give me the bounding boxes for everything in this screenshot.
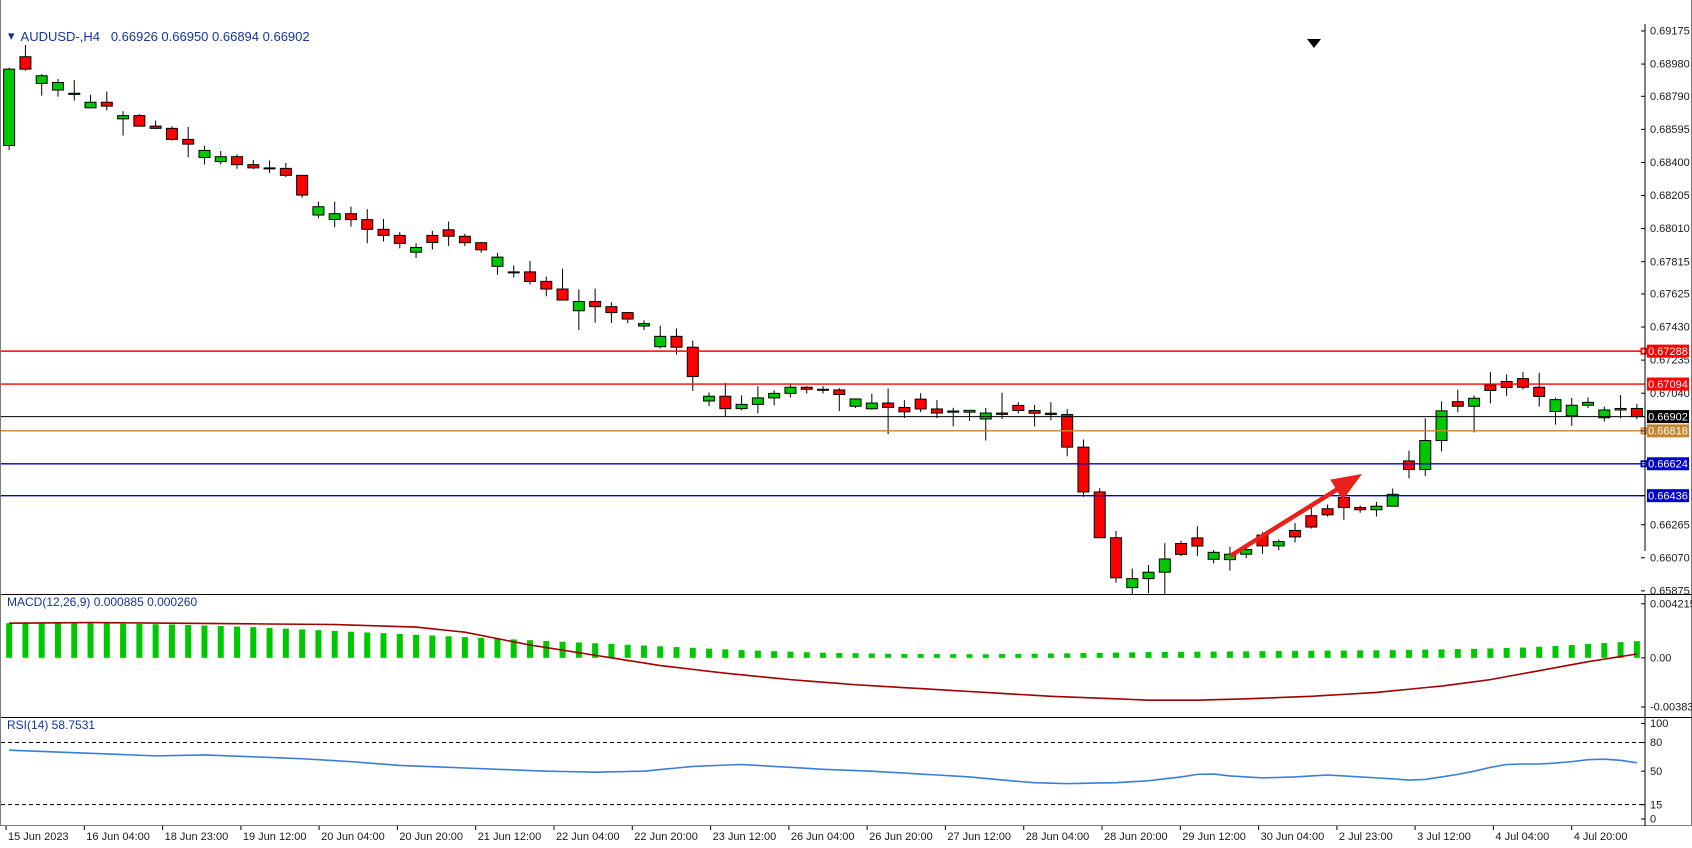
svg-text:21 Jun 12:00: 21 Jun 12:00 — [478, 831, 542, 843]
svg-text:100: 100 — [1650, 718, 1668, 730]
svg-text:19 Jun 12:00: 19 Jun 12:00 — [243, 831, 307, 843]
svg-text:22 Jun 20:00: 22 Jun 20:00 — [634, 831, 698, 843]
svg-text:27 Jun 12:00: 27 Jun 12:00 — [947, 831, 1011, 843]
svg-text:50: 50 — [1650, 766, 1662, 778]
svg-text:18 Jun 23:00: 18 Jun 23:00 — [165, 831, 229, 843]
svg-text:30 Jun 04:00: 30 Jun 04:00 — [1261, 831, 1325, 843]
svg-text:20 Jun 04:00: 20 Jun 04:00 — [321, 831, 385, 843]
svg-text:29 Jun 12:00: 29 Jun 12:00 — [1182, 831, 1246, 843]
svg-text:MACD(12,26,9) 0.000885 0.00026: MACD(12,26,9) 0.000885 0.000260 — [7, 595, 197, 609]
svg-text:4 Jul 04:00: 4 Jul 04:00 — [1495, 831, 1549, 843]
svg-text:0.00: 0.00 — [1650, 652, 1671, 664]
svg-text:2 Jul 23:00: 2 Jul 23:00 — [1339, 831, 1393, 843]
svg-text:28 Jun 04:00: 28 Jun 04:00 — [1026, 831, 1090, 843]
svg-text:-0.003835: -0.003835 — [1650, 702, 1692, 714]
svg-text:0: 0 — [1650, 814, 1656, 826]
svg-text:26 Jun 04:00: 26 Jun 04:00 — [791, 831, 855, 843]
svg-text:20 Jun 20:00: 20 Jun 20:00 — [399, 831, 463, 843]
svg-text:26 Jun 20:00: 26 Jun 20:00 — [869, 831, 933, 843]
svg-text:RSI(14) 58.7531: RSI(14) 58.7531 — [7, 718, 95, 732]
svg-text:23 Jun 12:00: 23 Jun 12:00 — [713, 831, 777, 843]
svg-text:28 Jun 20:00: 28 Jun 20:00 — [1104, 831, 1168, 843]
svg-text:16 Jun 04:00: 16 Jun 04:00 — [86, 831, 150, 843]
svg-text:80: 80 — [1650, 737, 1662, 749]
svg-text:4 Jul 20:00: 4 Jul 20:00 — [1574, 831, 1628, 843]
svg-text:0.004215: 0.004215 — [1650, 598, 1692, 610]
svg-text:15 Jun 2023: 15 Jun 2023 — [8, 831, 69, 843]
svg-text:15: 15 — [1650, 799, 1662, 811]
svg-text:3 Jul 12:00: 3 Jul 12:00 — [1417, 831, 1471, 843]
svg-text:22 Jun 04:00: 22 Jun 04:00 — [556, 831, 620, 843]
